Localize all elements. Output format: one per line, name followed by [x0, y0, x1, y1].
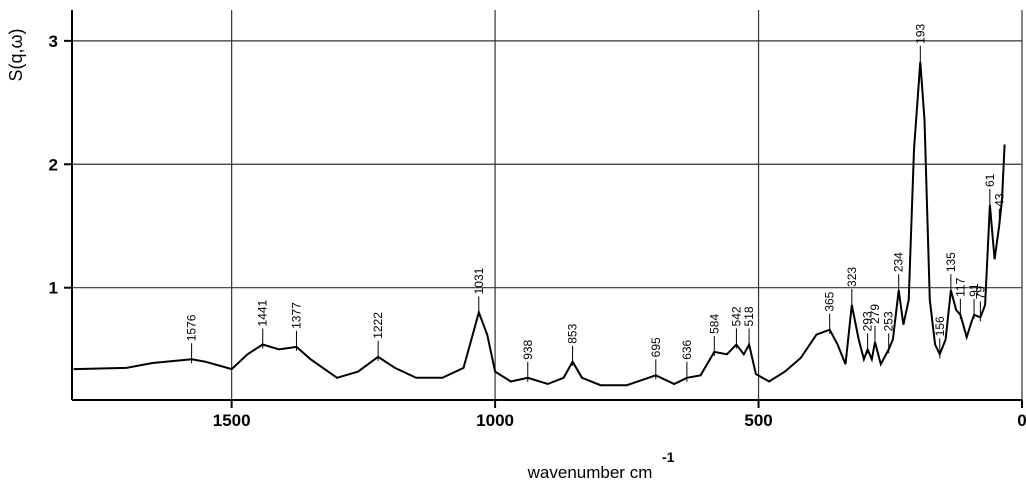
peak-label: 323	[845, 267, 859, 287]
peak-label: 938	[521, 339, 535, 359]
x-tick-label: 0	[1017, 411, 1026, 430]
peak-label: 156	[933, 316, 947, 336]
peak-label: 853	[566, 323, 580, 343]
peak-label: 1031	[472, 267, 486, 294]
peak-label: 1377	[289, 302, 303, 329]
x-tick-label: 1000	[476, 411, 514, 430]
peak-label: 61	[983, 173, 997, 187]
peak-label: 695	[649, 337, 663, 357]
x-tick-label: 500	[744, 411, 772, 430]
peak-label: 584	[707, 314, 721, 334]
y-tick-label: 2	[49, 155, 58, 174]
peak-label: 79	[973, 286, 987, 300]
y-tick-label: 3	[49, 32, 58, 51]
peak-label: 135	[944, 252, 958, 272]
peak-label: 91	[967, 283, 981, 297]
peak-label: 43	[992, 193, 1006, 207]
peak-label: 193	[913, 23, 927, 43]
y-axis-label: S(q,ω)	[6, 28, 26, 81]
peak-label: 518	[742, 306, 756, 326]
spectrum-line	[73, 61, 1006, 387]
peak-label: 1222	[371, 312, 385, 339]
x-axis-label: wavenumber cm	[527, 463, 653, 482]
peak-label: 365	[823, 291, 837, 311]
x-axis-label-superscript: -1	[662, 449, 675, 465]
peak-label: 1576	[185, 314, 199, 341]
peak-label: 636	[680, 339, 694, 359]
peak-label: 279	[868, 304, 882, 324]
peak-label: 293	[861, 311, 875, 331]
peak-label: 542	[729, 306, 743, 326]
peak-label: 234	[892, 252, 906, 272]
peak-label: 1441	[256, 299, 270, 326]
x-tick-label: 1500	[213, 411, 251, 430]
peak-label: 253	[882, 311, 896, 331]
peak-label: 117	[953, 277, 967, 296]
y-tick-label: 1	[49, 279, 58, 298]
